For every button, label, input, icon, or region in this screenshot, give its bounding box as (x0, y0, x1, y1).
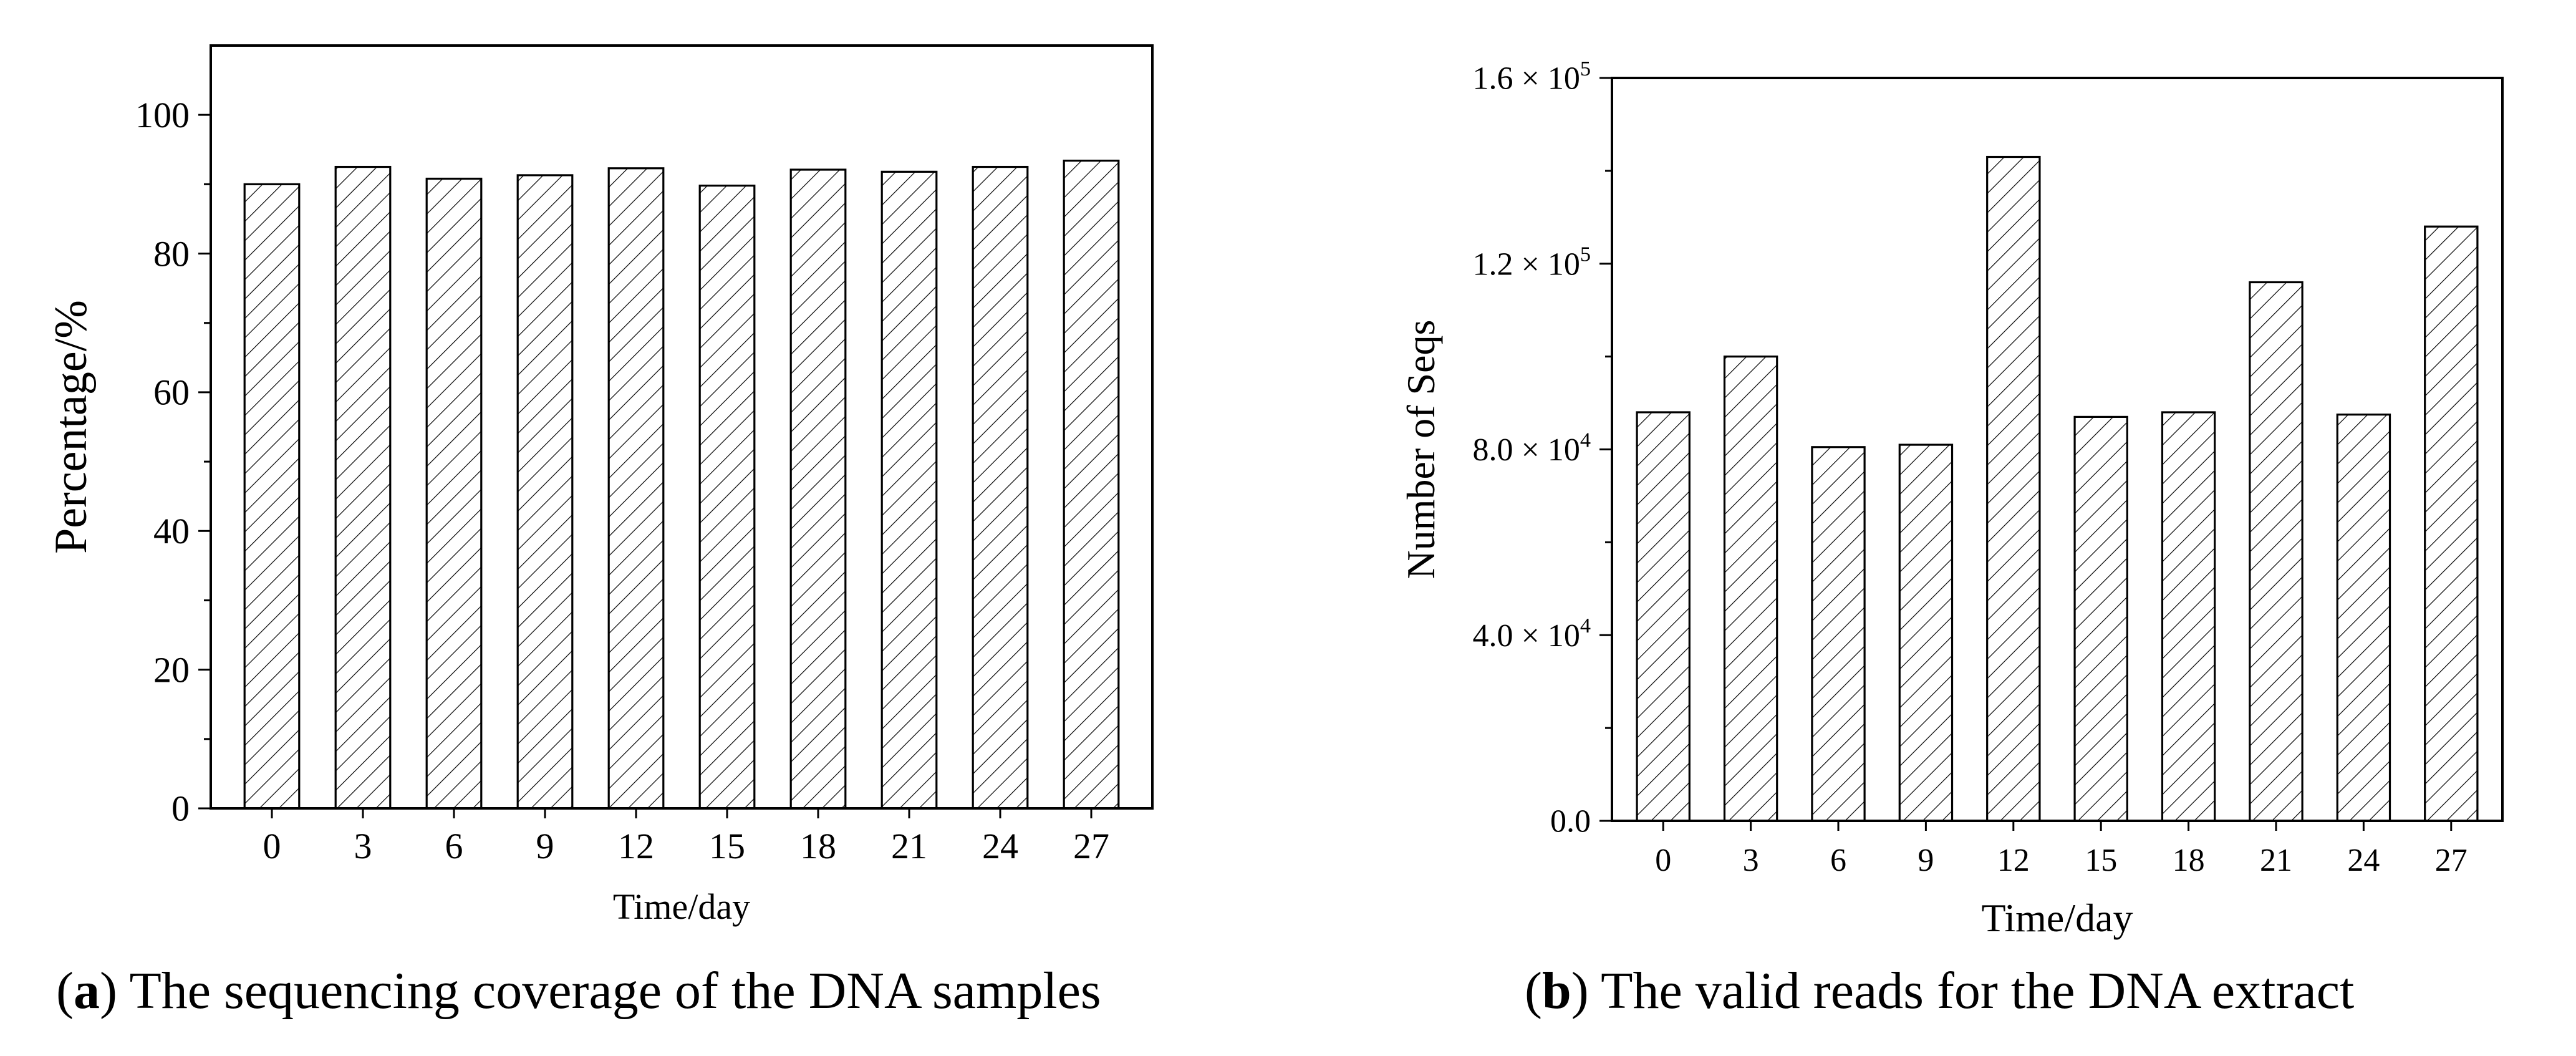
y-tick-label: 60 (153, 372, 190, 413)
bar (698, 184, 756, 810)
y-tick-label: 0.0 (1550, 804, 1591, 840)
y-tick-label: 80 (153, 233, 190, 274)
bar (425, 177, 483, 810)
bar (1063, 159, 1120, 810)
x-tick-label: 21 (891, 826, 927, 866)
bar (516, 174, 574, 810)
x-tick-label: 9 (1918, 843, 1934, 878)
caption-a-text: The sequencing coverage of the DNA sampl… (129, 962, 1101, 1020)
bar (2424, 225, 2479, 822)
caption-a: (a) The sequencing coverage of the DNA s… (56, 962, 1101, 1020)
x-tick-label: 24 (982, 826, 1018, 866)
x-tick-label: 12 (618, 826, 654, 866)
bar (789, 168, 847, 810)
y-tick-label: 4.0 × 104 (1473, 614, 1591, 654)
x-tick-label: 18 (2173, 843, 2205, 878)
bar (1898, 443, 1954, 822)
x-tick-label: 9 (536, 826, 554, 866)
chart-panel-a: 0 3 6 9 12 15 18 21 24 27 0 20 40 60 80 100 Time/day Perc… (46, 44, 1154, 1020)
caption-b: (b) The valid reads for the DNA extract (1525, 962, 2355, 1020)
chart-panel-b: 0 3 6 9 12 15 18 21 24 27 0.0 4.0 × 104 8.0 × 104 1.2… (1288, 0, 2576, 1056)
x-tick-label: 15 (709, 826, 745, 866)
caption-a-letter: a (73, 962, 100, 1020)
bar (2336, 414, 2391, 822)
x-tick-label: 21 (2260, 843, 2292, 878)
caption-b-text: The valid reads for the DNA extract (1601, 962, 2355, 1020)
y-tick-label: 40 (153, 511, 190, 551)
x-axis-label: Time/day (613, 886, 750, 927)
bar (1986, 155, 2041, 822)
bar (243, 183, 301, 810)
bar (880, 170, 938, 810)
x-tick-label: 27 (1073, 826, 1109, 866)
bar (334, 165, 392, 810)
bar (607, 167, 665, 810)
y-tick-label: 1.6 × 105 (1473, 57, 1591, 97)
x-tick-label: 0 (263, 826, 281, 866)
bar (972, 165, 1029, 810)
bar (1636, 411, 1691, 822)
x-tick-label: 6 (445, 826, 463, 866)
x-tick-label: 24 (2347, 843, 2380, 878)
bar (1811, 446, 1866, 822)
bar (2249, 281, 2303, 822)
x-tick-label: 12 (1997, 843, 2030, 878)
bar (2161, 411, 2216, 822)
x-tick-label: 18 (800, 826, 836, 866)
chart-a-svg: 0 3 6 9 12 15 18 21 24 27 0 20 40 60 80 100 Time/day Perc… (46, 44, 1154, 927)
x-tick-label: 15 (2085, 843, 2117, 878)
x-tick-label: 3 (354, 826, 372, 866)
y-axis-label: Percentage/% (46, 300, 97, 554)
x-tick-label: 0 (1655, 843, 1671, 878)
y-tick-label: 100 (135, 95, 190, 135)
y-tick-label: 20 (153, 649, 190, 690)
chart-b-svg: 0 3 6 9 12 15 18 21 24 27 0.0 4.0 × 104 8.0 × 104 1.2… (1399, 57, 2504, 940)
x-tick-label: 27 (2435, 843, 2467, 878)
bar (1723, 356, 1778, 822)
y-tick-label: 0 (171, 788, 190, 829)
y-axis-label: Number of Seqs (1399, 320, 1443, 579)
y-tick-label: 1.2 × 105 (1473, 243, 1591, 283)
caption-b-letter: b (1541, 962, 1571, 1020)
y-tick-label: 8.0 × 104 (1473, 428, 1591, 468)
plot-frame (210, 44, 1154, 810)
x-axis-label: Time/day (1982, 896, 2133, 940)
x-tick-label: 3 (1743, 843, 1759, 878)
bar (2073, 415, 2128, 822)
x-tick-label: 6 (1830, 843, 1846, 878)
